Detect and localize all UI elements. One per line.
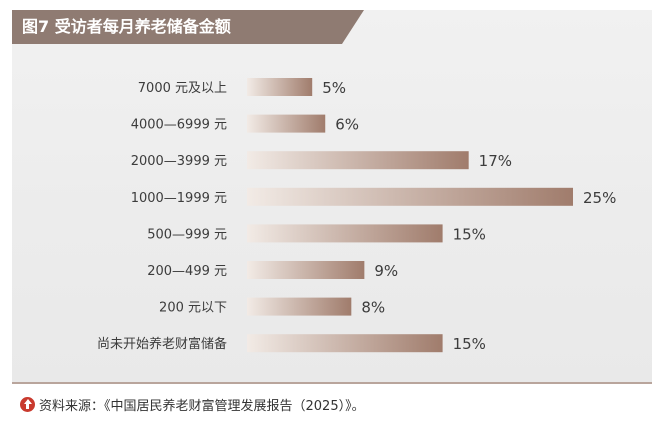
value-label: 17% bbox=[479, 152, 512, 170]
value-label: 15% bbox=[453, 225, 486, 243]
title-bar bbox=[12, 10, 342, 44]
category-label: 7000 元及以上 bbox=[138, 81, 227, 96]
bar bbox=[247, 78, 313, 96]
source-note: 资料来源：《中国居民养老财富管理发展报告（2025）》。 bbox=[20, 394, 365, 414]
bar bbox=[247, 114, 326, 133]
category-label: 2000—3999 元 bbox=[131, 154, 227, 169]
value-label: 25% bbox=[583, 189, 616, 207]
category-label: 200 元以下 bbox=[159, 301, 227, 316]
value-label: 8% bbox=[361, 299, 385, 317]
bar bbox=[247, 224, 443, 243]
category-label: 200—499 元 bbox=[147, 264, 227, 279]
value-label: 6% bbox=[335, 116, 359, 134]
bar bbox=[247, 261, 365, 279]
category-label: 尚未开始养老财富储备 bbox=[97, 336, 227, 352]
category-label: 1000—1999 元 bbox=[131, 191, 227, 206]
bar bbox=[247, 334, 443, 353]
upload-arrow-icon bbox=[20, 396, 35, 412]
value-label: 15% bbox=[453, 335, 486, 353]
category-label: 500—999 元 bbox=[147, 227, 227, 242]
chart-title: 图7 受访者每月养老储备金额 bbox=[22, 17, 231, 36]
bar bbox=[247, 187, 573, 206]
title-bar-tail bbox=[342, 10, 364, 44]
bar bbox=[247, 297, 352, 316]
bars-layer: 7000 元及以上 5% 4000—6999 元 6% 2000—3999 元 17% 10… bbox=[97, 78, 616, 353]
source-text: 资料来源：《中国居民养老财富管理发展报告（2025）》。 bbox=[39, 398, 365, 414]
value-label: 5% bbox=[322, 79, 346, 97]
bar bbox=[247, 151, 469, 170]
value-label: 9% bbox=[374, 262, 398, 280]
category-label: 4000—6999 元 bbox=[131, 118, 227, 133]
source-divider bbox=[12, 382, 652, 384]
